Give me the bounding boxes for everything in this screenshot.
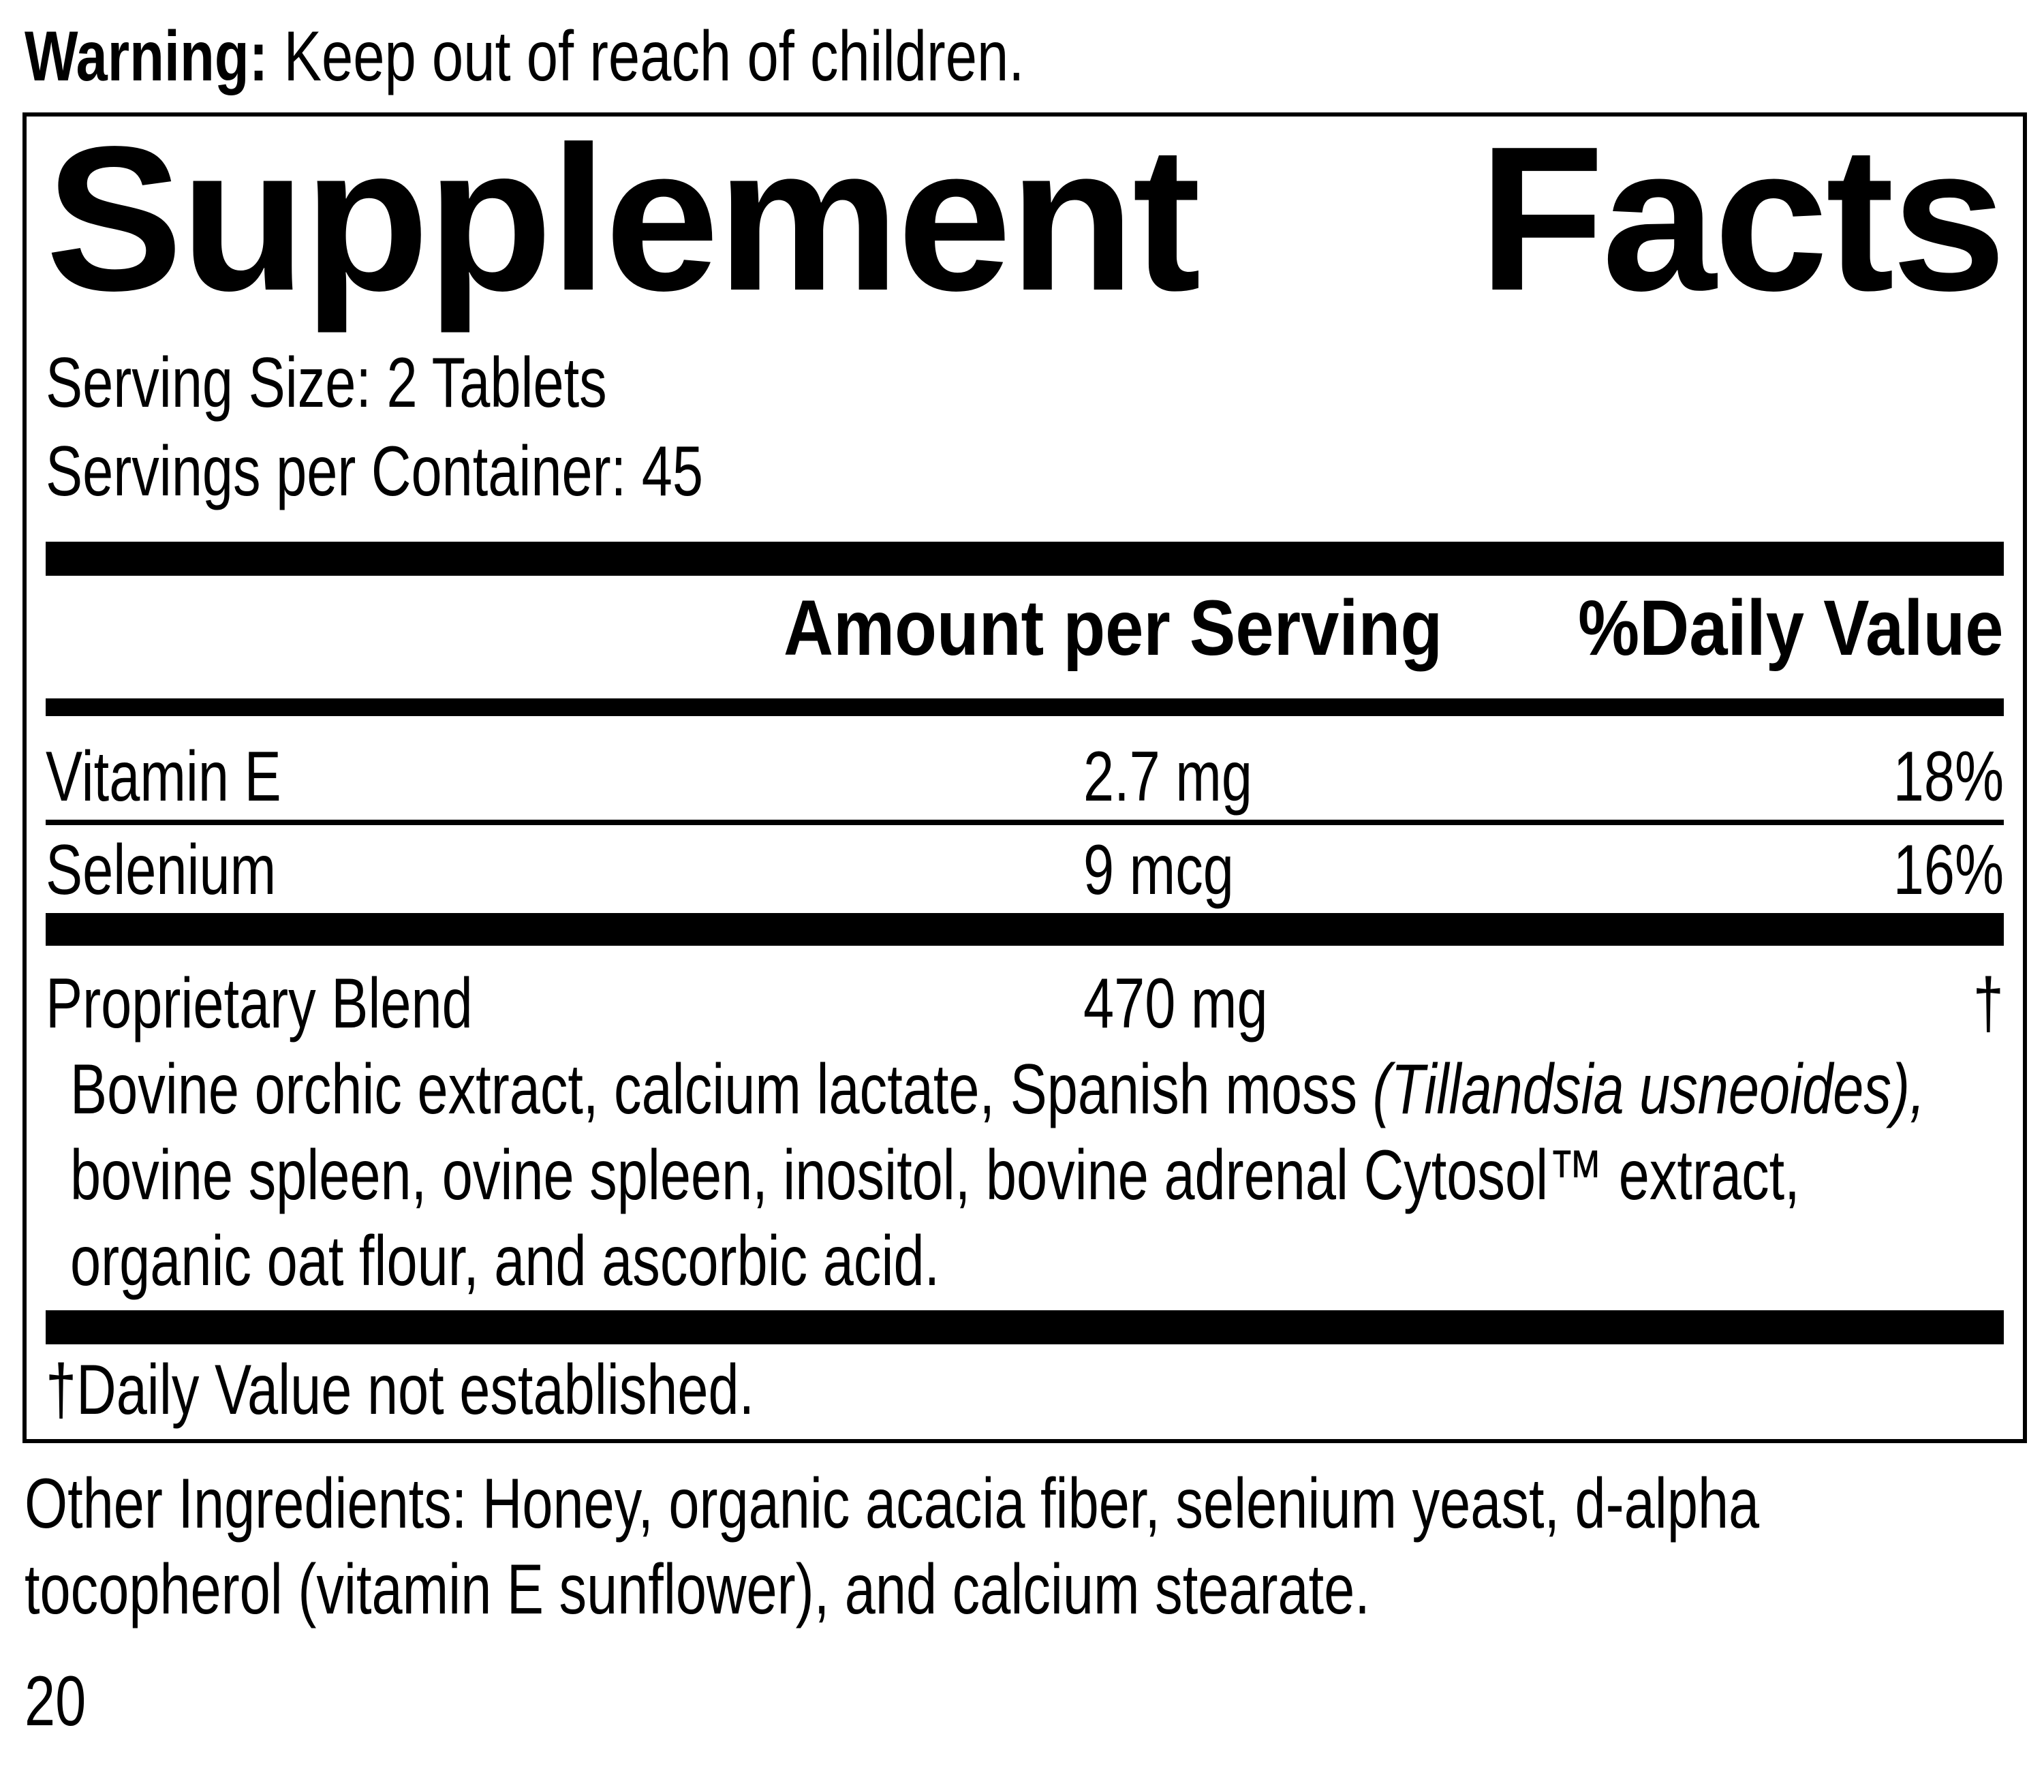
daily-value-header: %Daily Value — [1578, 585, 2004, 672]
other-ingredients: Other Ingredients: Honey, organic acacia… — [25, 1461, 2044, 1633]
nutrient-daily-value: 18% — [1893, 737, 2004, 816]
blend-description-line: organic oat flour, and ascorbic acid. — [70, 1218, 2004, 1304]
footnote-text: †Daily Value not established. — [46, 1350, 755, 1430]
amount-per-serving-header: Amount per Serving — [784, 585, 1443, 672]
nutrient-daily-value: 16% — [1893, 831, 2004, 910]
blend-description: Bovine orchic extract, calcium lactate, … — [70, 1047, 2004, 1304]
nutrient-row-vitamin-e: Vitamin E 2.7 mg 18% — [46, 734, 2004, 820]
blend-desc-text: organic oat flour, and ascorbic acid. — [70, 1222, 940, 1301]
other-ingredients-text: tocopherol (vitamin E sunflower), and ca… — [25, 1550, 1370, 1629]
other-ingredients-line: tocopherol (vitamin E sunflower), and ca… — [25, 1547, 2044, 1633]
title-word-supplement: Supplement — [46, 104, 1201, 333]
divider-bar-thick-bottom — [46, 1310, 2004, 1344]
panel-title: Supplement Facts — [46, 104, 2007, 333]
blend-description-line: Bovine orchic extract, calcium lactate, … — [70, 1047, 2004, 1132]
serving-size-line: Serving Size: 2 Tablets — [46, 339, 2004, 427]
warning-label: Warning: — [25, 17, 268, 96]
proprietary-blend-row: Proprietary Blend 470 mg † — [46, 961, 2004, 1047]
blend-daily-value-dagger: † — [1972, 964, 2004, 1043]
blend-amount: 470 mg — [1083, 964, 1268, 1043]
nutrient-amount: 2.7 mg — [1083, 737, 1253, 816]
blend-desc-text: Bovine orchic extract, calcium lactate, … — [70, 1050, 1373, 1129]
page-number-text: 20 — [25, 1662, 87, 1741]
blend-desc-latin-name: (Tillandsia usneoides), — [1372, 1050, 1925, 1129]
other-ingredients-text: Other Ingredients: Honey, organic acacia… — [25, 1464, 1760, 1543]
nutrient-name: Selenium — [46, 831, 277, 910]
daily-value-footnote: †Daily Value not established. — [46, 1347, 2004, 1433]
blend-name: Proprietary Blend — [46, 964, 473, 1043]
column-header-row: Amount per Serving %Daily Value — [46, 584, 2004, 673]
nutrient-row-selenium: Selenium 9 mcg 16% — [46, 827, 2004, 913]
nutrient-name: Vitamin E — [46, 737, 281, 816]
row-divider-hairline — [46, 820, 2004, 825]
divider-bar-thick-middle — [46, 913, 2004, 946]
title-word-facts: Facts — [1478, 104, 2006, 333]
divider-bar-thick-top — [46, 542, 2004, 576]
supplement-facts-panel: Supplement Facts Serving Size: 2 Tablets… — [22, 112, 2027, 1443]
warning-line: Warning: Keep out of reach of children. — [25, 16, 2044, 97]
servings-per-container-line: Servings per Container: 45 — [46, 427, 2004, 516]
page-number: 20 — [25, 1658, 2044, 1744]
divider-bar-medium — [46, 698, 2004, 716]
servings-per-container-text: Servings per Container: 45 — [46, 432, 703, 511]
serving-info: Serving Size: 2 Tablets Servings per Con… — [46, 339, 2004, 516]
blend-desc-text: bovine spleen, ovine spleen, inositol, b… — [70, 1136, 1800, 1215]
other-ingredients-line: Other Ingredients: Honey, organic acacia… — [25, 1461, 2044, 1547]
blend-description-line: bovine spleen, ovine spleen, inositol, b… — [70, 1132, 2004, 1218]
serving-size-text: Serving Size: 2 Tablets — [46, 343, 607, 422]
warning-text: Keep out of reach of children. — [268, 17, 1025, 96]
nutrient-amount: 9 mcg — [1083, 831, 1235, 910]
